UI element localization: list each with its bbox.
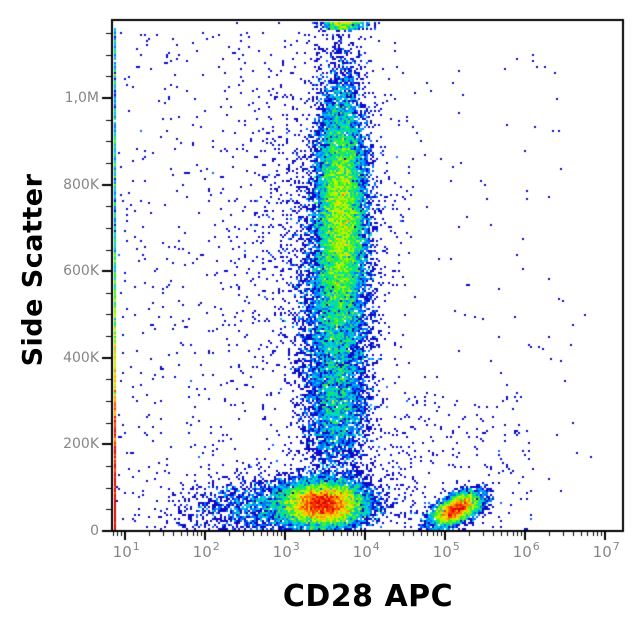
x-tick-label: 106 — [512, 540, 540, 561]
x-tick-label: 104 — [352, 540, 380, 561]
x-tick-label: 102 — [192, 540, 220, 561]
y-tick-label: 200K — [63, 436, 99, 452]
x-tick-label: 107 — [592, 540, 620, 561]
y-tick-label: 1,0M — [64, 90, 99, 106]
x-tick-label: 101 — [112, 540, 140, 561]
y-tick-label: 800K — [63, 177, 99, 193]
y-tick-label: 0 — [90, 523, 99, 539]
x-axis-label: CD28 APC — [282, 579, 454, 614]
x-tick-label: 103 — [272, 540, 300, 561]
y-tick-label: 400K — [63, 350, 99, 366]
x-tick-label: 105 — [432, 540, 460, 561]
y-tick-label: 600K — [63, 263, 99, 279]
